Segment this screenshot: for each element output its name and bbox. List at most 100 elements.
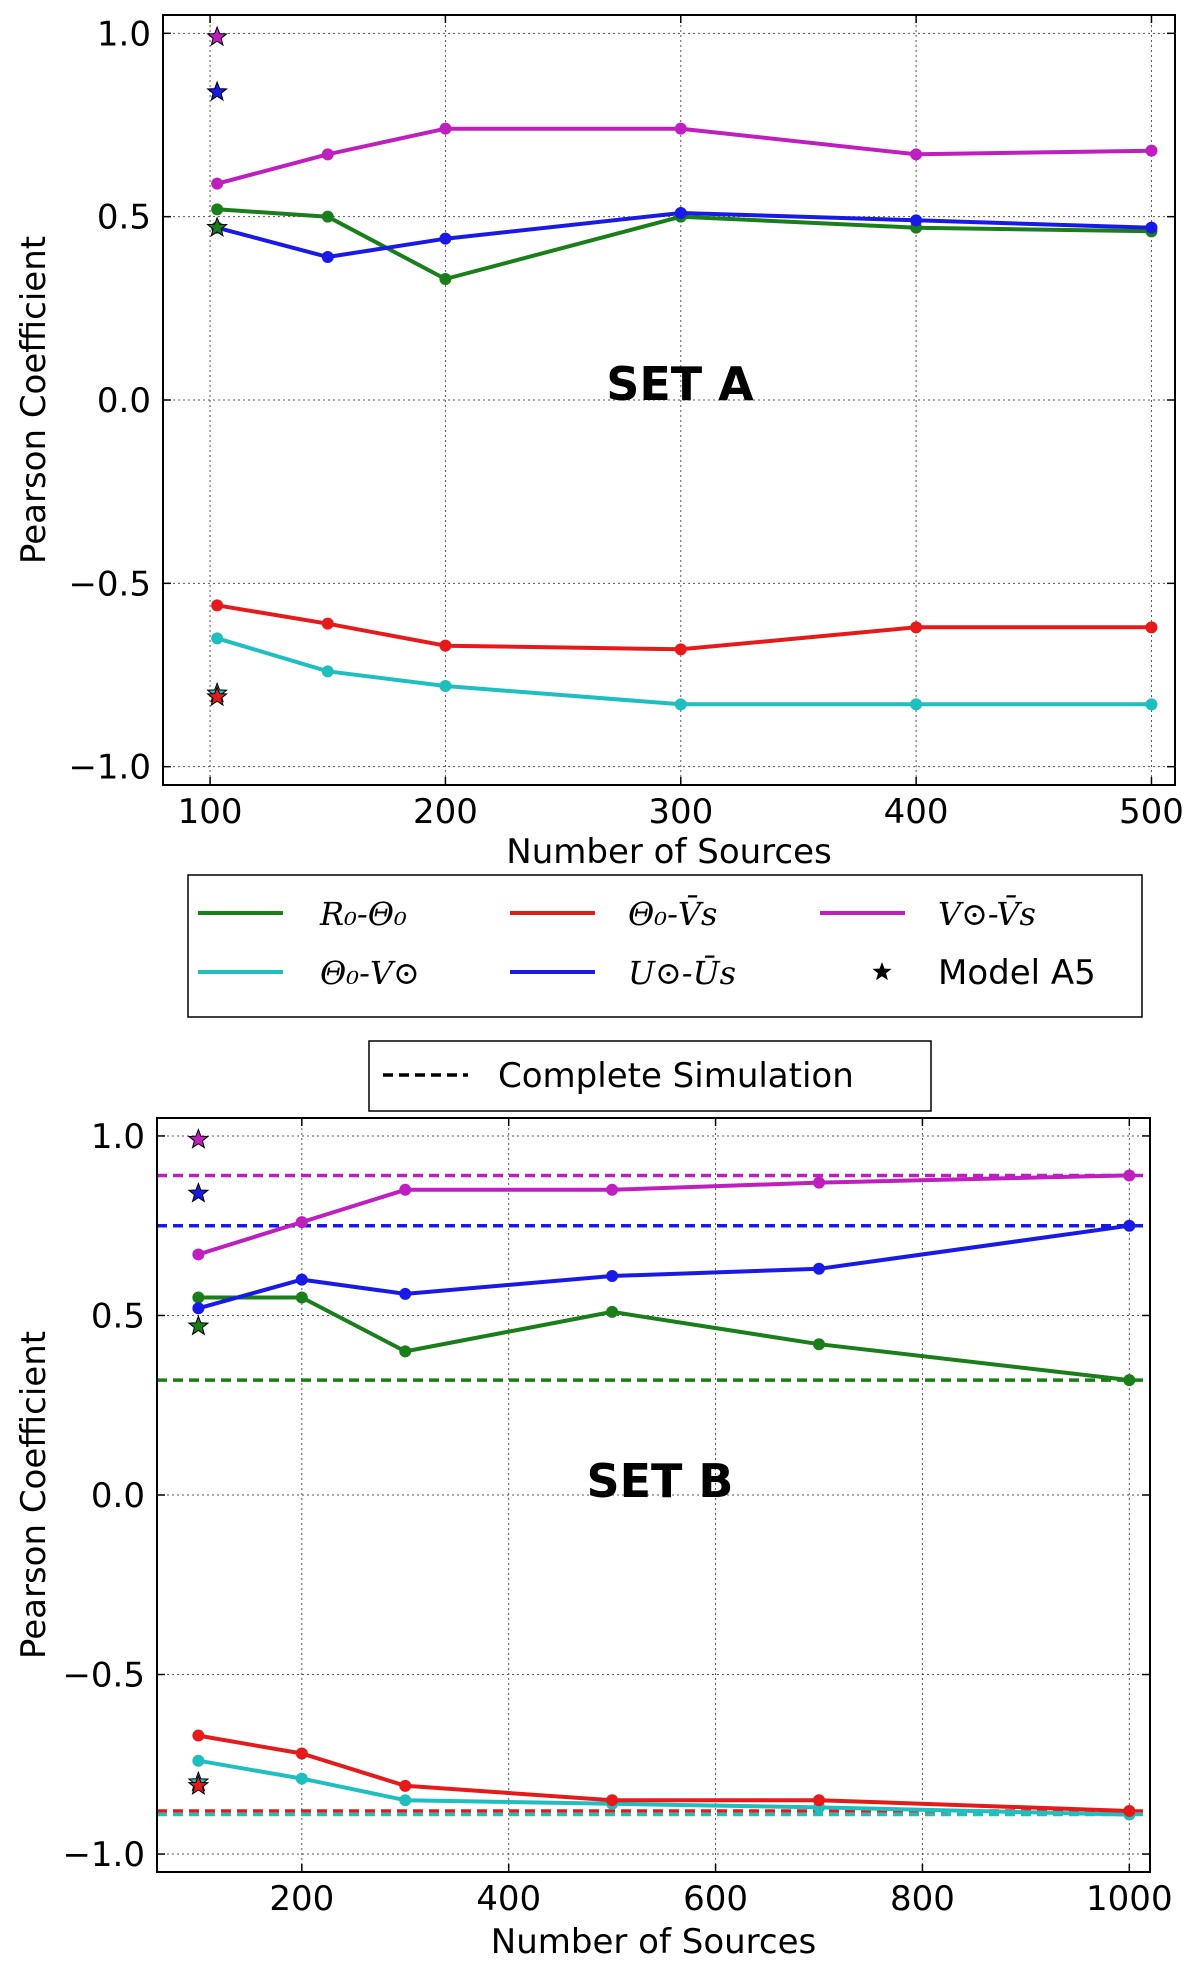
data-point-usun-us	[606, 1269, 619, 1282]
data-point-r0-theta0	[295, 1291, 308, 1304]
x-tick-label: 100	[178, 792, 243, 832]
model-star-vsun-vs	[187, 1128, 210, 1149]
legend-label: Model A5	[938, 953, 1096, 993]
x-tick-label: 400	[884, 792, 949, 832]
legend-item-theta0-vsun: Θ₀-V⊙	[198, 954, 420, 992]
complete-simulation-lines	[157, 1173, 1150, 1817]
data-point-theta0-vsun	[910, 698, 923, 711]
series-theta0-vs	[192, 1729, 1136, 1817]
data-point-usun-us	[439, 232, 452, 245]
y-tick-label: −0.5	[68, 564, 151, 604]
legend-star-icon	[872, 962, 892, 981]
model-star-r0-theta0	[206, 216, 228, 237]
data-point-theta0-vsun	[295, 1772, 308, 1785]
model-star-theta0-vs	[187, 1774, 210, 1796]
x-tick-label: 300	[648, 792, 713, 832]
legend-label: U⊙-Ūs	[628, 954, 736, 992]
legend-label: V⊙-V̄s	[938, 895, 1036, 933]
series-line-vsun-vs	[197, 1173, 1130, 1257]
legend: R₀-Θ₀ Θ₀-V̄s V⊙-V̄s Θ₀-V⊙ U⊙-Ūs Model A5	[187, 874, 1143, 1018]
panel-set-b: 200 400 600 800 1000 1.0 0.5 0.0 −0.5 −1.0 Number …	[14, 1117, 1173, 1962]
legend-item-model-a5: Model A5	[872, 953, 1096, 993]
data-point-theta0-vs	[192, 1729, 205, 1742]
data-point-theta0-vs	[910, 621, 923, 634]
data-point-vsun-vs	[910, 148, 923, 161]
series-vsun-vs	[192, 1169, 1136, 1261]
series-line-usun-us	[216, 211, 1152, 259]
data-point-vsun-vs	[321, 148, 334, 161]
data-point-theta0-vs	[674, 643, 687, 656]
series-r0-theta0	[192, 1291, 1136, 1387]
data-point-theta0-vs	[321, 617, 334, 630]
series-line-vsun-vs	[216, 126, 1152, 186]
x-tick-label: 600	[683, 1879, 748, 1919]
model-star-usun-us	[187, 1181, 210, 1203]
x-tick-label: 200	[413, 792, 478, 832]
y-tick-label: −1.0	[68, 748, 151, 788]
data-point-usun-us	[1123, 1219, 1136, 1232]
x-axis-label: Number of Sources	[506, 832, 831, 872]
model-star-theta0-vs	[206, 685, 228, 707]
data-point-r0-theta0	[606, 1305, 619, 1318]
data-point-theta0-vsun	[674, 698, 687, 711]
plot-frame	[162, 14, 1176, 786]
data-point-usun-us	[910, 214, 923, 227]
series-theta0-vsun	[211, 632, 1158, 711]
model-a5-stars	[206, 25, 228, 707]
sim-legend-frame	[368, 1040, 932, 1112]
y-tick-label: 1.0	[97, 14, 151, 54]
data-point-usun-us	[321, 251, 334, 263]
x-tick-label: 400	[476, 1879, 541, 1919]
y-tick-label: 0.0	[97, 381, 151, 421]
data-point-usun-us	[813, 1262, 825, 1275]
x-tick-label: 800	[890, 1879, 955, 1919]
legend-label: Θ₀-V̄s	[628, 895, 717, 933]
series-line-theta0-vsun	[198, 1758, 1130, 1817]
plot-frame	[156, 1117, 1151, 1873]
model-star-usun-us	[206, 80, 228, 102]
series-line-usun-us	[197, 1223, 1130, 1311]
data-point-theta0-vs	[295, 1747, 308, 1760]
data-point-usun-us	[192, 1302, 205, 1315]
series-line-r0-theta0	[216, 207, 1152, 281]
x-axis-label: Number of Sources	[491, 1922, 816, 1962]
series-line-r0-theta0	[198, 1295, 1130, 1383]
data-point-theta0-vs	[439, 639, 452, 652]
data-point-vsun-vs	[295, 1216, 308, 1229]
data-point-theta0-vsun	[321, 665, 334, 678]
legend-frame	[187, 874, 1143, 1018]
data-point-usun-us	[295, 1273, 308, 1286]
data-point-r0-theta0	[321, 210, 334, 223]
data-point-r0-theta0	[399, 1345, 412, 1358]
data-point-theta0-vs	[399, 1779, 412, 1792]
data-point-r0-theta0	[439, 273, 452, 285]
data-point-theta0-vsun	[399, 1794, 412, 1807]
series-usun-us	[211, 207, 1158, 263]
data-point-usun-us	[674, 207, 687, 219]
y-tick-label: 0.0	[91, 1476, 145, 1516]
data-point-theta0-vsun	[1145, 698, 1158, 711]
data-point-r0-theta0	[211, 203, 224, 216]
y-axis-label: Pearson Coefficient	[14, 236, 54, 564]
y-tick-label: 0.5	[97, 198, 151, 238]
data-point-vsun-vs	[606, 1183, 619, 1196]
x-tick-label: 200	[269, 1879, 334, 1919]
series-line-theta0-vsun	[216, 636, 1152, 707]
data-point-vsun-vs	[674, 122, 687, 135]
panel-set-a: 100 200 300 400 500 1.0 0.5 0.0 −0.5 −1.0 Number o…	[14, 14, 1184, 872]
legend-item-vsun-vs: V⊙-V̄s	[820, 895, 1036, 933]
data-point-theta0-vs	[1145, 621, 1158, 634]
data-point-theta0-vs	[211, 599, 224, 612]
data-point-vsun-vs	[192, 1248, 205, 1261]
series-line-theta0-vs	[198, 1733, 1130, 1813]
y-tick-label: −1.0	[62, 1835, 145, 1875]
data-point-vsun-vs	[439, 122, 452, 135]
x-tick-label: 500	[1119, 792, 1184, 832]
y-axis-label: Pearson Coefficient	[14, 1331, 54, 1659]
model-a5-stars	[187, 1128, 210, 1796]
y-tick-label: 0.5	[91, 1296, 145, 1336]
complete-simulation-legend: Complete Simulation	[368, 1040, 932, 1112]
data-point-theta0-vsun	[192, 1754, 205, 1767]
data-point-usun-us	[1145, 221, 1158, 234]
